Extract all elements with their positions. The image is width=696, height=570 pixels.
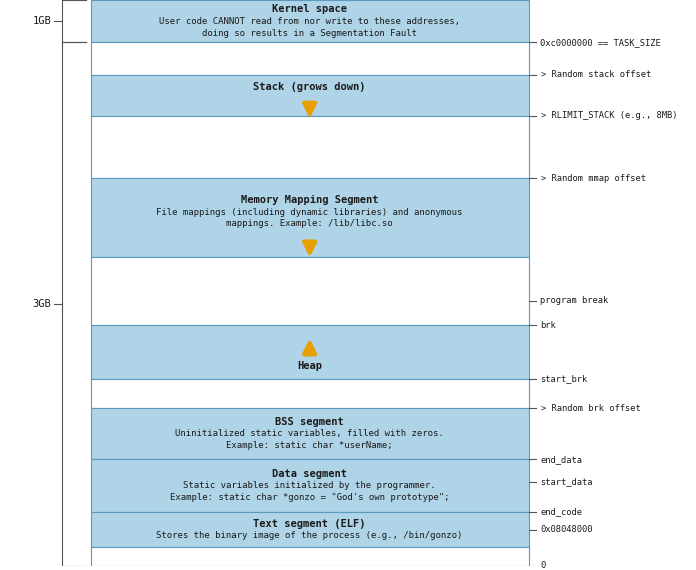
- Text: Data segment: Data segment: [272, 469, 347, 479]
- Text: > Random stack offset: > Random stack offset: [541, 70, 651, 79]
- Bar: [90, 0, 528, 42]
- Text: end_data: end_data: [540, 455, 582, 463]
- Text: > Random brk offset: > Random brk offset: [541, 404, 641, 413]
- Text: start_data: start_data: [540, 477, 593, 486]
- Text: Stores the binary image of the process (e.g., /bin/gonzo): Stores the binary image of the process (…: [157, 531, 463, 540]
- Bar: [90, 512, 528, 547]
- Text: 3GB: 3GB: [33, 299, 52, 310]
- Text: Heap: Heap: [297, 361, 322, 372]
- Bar: [90, 42, 528, 75]
- Text: Text segment (ELF): Text segment (ELF): [253, 519, 366, 528]
- Text: BSS segment: BSS segment: [276, 417, 344, 427]
- Text: 1GB: 1GB: [33, 17, 52, 26]
- Bar: [90, 547, 528, 565]
- Bar: [90, 178, 528, 257]
- Text: 0: 0: [540, 561, 546, 570]
- Text: brk: brk: [540, 321, 556, 329]
- Bar: [90, 116, 528, 178]
- Text: Example: static char *userName;: Example: static char *userName;: [226, 441, 393, 450]
- Bar: [90, 325, 528, 379]
- Text: Kernel space: Kernel space: [272, 5, 347, 14]
- Text: > Random mmap offset: > Random mmap offset: [541, 174, 647, 182]
- Text: Uninitialized static variables, filled with zeros.: Uninitialized static variables, filled w…: [175, 429, 444, 438]
- Text: 0xc0000000 == TASK_SIZE: 0xc0000000 == TASK_SIZE: [540, 38, 661, 47]
- Text: Example: static char *gonzo = "God's own prototype";: Example: static char *gonzo = "God's own…: [170, 493, 450, 502]
- Text: Memory Mapping Segment: Memory Mapping Segment: [241, 195, 379, 205]
- Text: program break: program break: [540, 296, 608, 306]
- Text: doing so results in a Segmentation Fault: doing so results in a Segmentation Fault: [202, 28, 417, 38]
- Text: Static variables initialized by the programmer.: Static variables initialized by the prog…: [183, 481, 436, 490]
- Bar: [90, 408, 528, 459]
- Bar: [90, 257, 528, 325]
- Text: > RLIMIT_STACK (e.g., 8MB): > RLIMIT_STACK (e.g., 8MB): [541, 111, 678, 120]
- Text: 0x08048000: 0x08048000: [540, 526, 593, 534]
- Text: File mappings (including dynamic libraries) and anonymous: File mappings (including dynamic librari…: [157, 207, 463, 217]
- Text: end_code: end_code: [540, 507, 582, 516]
- Bar: [90, 459, 528, 512]
- Bar: [90, 75, 528, 116]
- Text: User code CANNOT read from nor write to these addresses,: User code CANNOT read from nor write to …: [159, 17, 460, 26]
- Text: start_brk: start_brk: [540, 374, 587, 384]
- Text: Stack (grows down): Stack (grows down): [253, 82, 366, 92]
- Text: mappings. Example: /lib/libc.so: mappings. Example: /lib/libc.so: [226, 219, 393, 229]
- Bar: [90, 379, 528, 408]
